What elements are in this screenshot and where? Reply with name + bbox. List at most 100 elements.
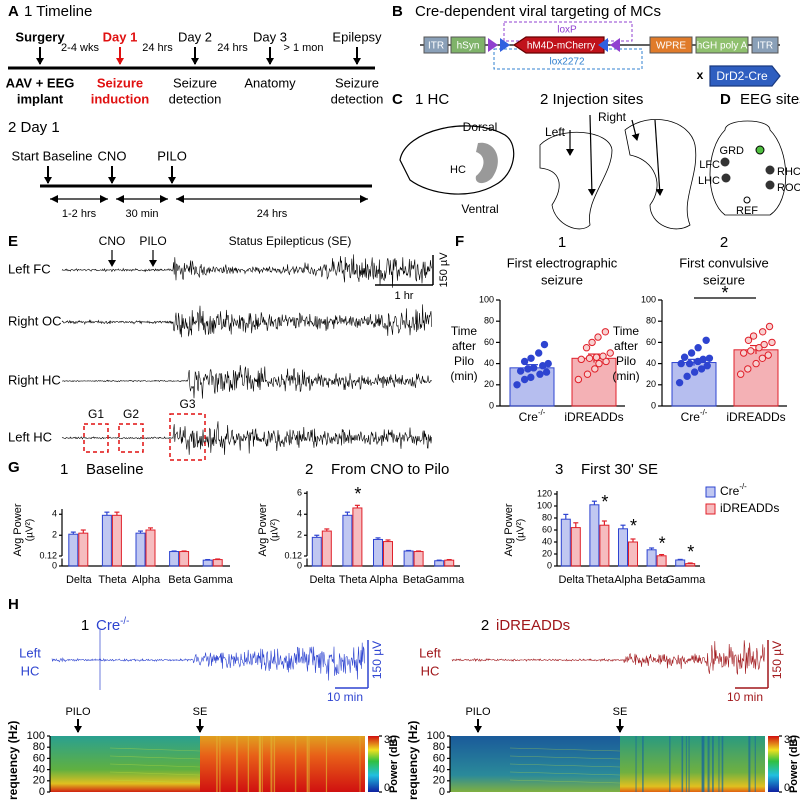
data-point [685,359,694,368]
bar [202,559,213,567]
y-tick-label: 40 [484,358,494,368]
window-box [83,423,109,453]
bar [403,550,414,567]
bar [434,560,445,567]
bar [675,559,686,567]
chart-title: First convulsive [679,255,769,270]
y-tick-label: 2 [297,530,302,540]
window-box [118,423,144,453]
panel-letter: D [720,91,731,108]
colorbar-label: Power (dB) [788,735,800,793]
eeg-trace [51,642,365,681]
bar [321,530,332,567]
x-tick-label: Cre-/- [681,408,708,424]
label-text: Cre [720,484,740,498]
data-point [520,375,529,384]
spectrogram-band [109,763,201,768]
x-tick-label: Delta [309,574,336,586]
data-point [697,365,706,373]
chart-number: 2 [720,234,728,251]
chart-number: 1 [558,234,566,251]
y-axis-label: (min) [612,369,639,383]
data-point [705,354,714,362]
window-label: G1 [88,407,104,421]
y-axis-label: Avg Power [503,503,515,556]
bar [733,349,779,407]
label: Ventral [461,202,498,216]
y-axis-label: Time [613,324,640,338]
bar [311,536,322,567]
y-tick-label: 20 [433,775,445,787]
event-detail: Seizure [335,75,379,90]
electrode [755,145,765,155]
y-axis-label: (µV²) [516,519,527,541]
scale-label: 150 µV [370,641,384,679]
chart-title: iDREADDs [496,617,570,634]
y-tick-label: 80 [433,741,445,753]
y-axis-label: after [452,339,476,353]
legend-swatch [705,503,716,515]
cre-box [709,65,781,87]
y-tick-label: 20 [33,775,45,787]
lox-site [488,38,498,52]
y-tick-label: 6 [297,488,302,498]
trace-label: Right HC [8,372,61,387]
interval-label: 2-4 wks [61,42,99,54]
colorbar-label: Power (dB) [388,735,400,793]
y-axis-label: Frequency (Hz) [406,721,420,800]
interval-label: 1-2 hrs [62,208,97,220]
bar [685,563,696,567]
gene-box [751,36,779,54]
gene-label: hM4D-mCherry [527,41,595,52]
spectrogram-band [109,755,201,760]
hc-outline [539,131,613,230]
gene-label: ITR [757,41,773,52]
bar [145,529,156,567]
data-point [760,340,768,349]
data-point [513,381,521,389]
eeg-trace [61,304,432,338]
lox-box [493,48,643,70]
gene-box [423,36,449,54]
trace-label: Left HC [8,429,52,444]
data-point [758,354,767,362]
x-tick-label: Alpha [369,574,398,586]
event-detail: Seizure [173,75,217,90]
data-point [594,333,602,341]
bar [589,504,600,567]
x-tick-label: Alpha [132,574,161,586]
lox-site [598,38,608,52]
panel-title: 1 HC [415,91,449,108]
panel-letter: C [392,91,403,108]
event-detail: Seizure [97,75,143,90]
gene-label: WPRE [656,41,686,52]
y-tick-label: 80 [646,316,656,326]
y-tick-label: 0.12 [39,550,57,560]
label-text: iDREADDs [496,617,570,634]
bar [373,538,383,567]
y-axis-label: (µV²) [270,519,281,541]
data-point [702,336,710,344]
lox-site [610,38,620,52]
interval-label: > 1 mon [283,42,323,54]
bar [342,514,353,567]
label-sup: -/- [538,408,546,417]
data-point [736,370,745,378]
y-tick-label: 80 [484,316,494,326]
x-tick-label: Beta [403,574,427,586]
data-point [527,354,535,362]
spectrogram-band [509,779,621,784]
bar [656,555,667,567]
trace-label: Left FC [8,261,51,276]
data-point [582,344,591,352]
x-tick-label: Beta [646,574,670,586]
data-point [749,332,758,340]
y-tick-label: 80 [33,741,45,753]
spectrogram-band [109,771,201,776]
marker-label: PILO [465,706,491,718]
label: Right [598,110,627,124]
event-detail: detection [331,91,384,106]
chart-title: Cre-/- [96,616,129,634]
bar [111,514,122,567]
